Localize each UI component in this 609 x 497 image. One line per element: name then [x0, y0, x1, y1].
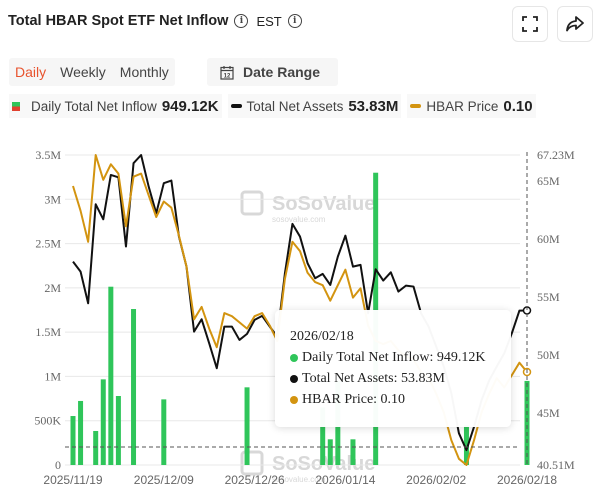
- right-tick-label: 67.23M: [537, 148, 575, 162]
- right-tick-label: 45M: [537, 406, 560, 420]
- inflow-bar[interactable]: [78, 400, 84, 465]
- chart-title: Total HBAR Spot ETF Net Inflow i EST i: [8, 13, 302, 29]
- left-tick-label: 2M: [44, 281, 61, 295]
- legend-inflow-label: Daily Total Net Inflow: [31, 98, 157, 114]
- right-tick-label: 50M: [537, 348, 560, 362]
- x-tick-label: 2026/01/14: [315, 473, 375, 487]
- inflow-bar[interactable]: [131, 309, 137, 465]
- inflow-bar[interactable]: [463, 425, 469, 465]
- inflow-bar[interactable]: [70, 416, 76, 465]
- legend-inflow[interactable]: Daily Total Net Inflow 949.12K: [9, 94, 222, 118]
- watermark-brand: SoSoValue: [272, 193, 375, 215]
- watermark: SoSoValue sosovalue.com SoSoValue sosova…: [240, 190, 375, 484]
- title-text: Total HBAR Spot ETF Net Inflow: [8, 13, 229, 29]
- inflow-bar[interactable]: [350, 439, 356, 465]
- legend-price[interactable]: HBAR Price 0.10: [407, 94, 536, 118]
- inflow-bar[interactable]: [108, 286, 114, 465]
- tooltip-row-price: HBAR Price: 0.10: [290, 389, 511, 410]
- watermark-url: sosovalue.com: [272, 215, 326, 224]
- inflow-swatch-icon: [12, 101, 20, 111]
- share-button[interactable]: [557, 6, 593, 42]
- legend: Daily Total Net Inflow 949.12K Total Net…: [9, 94, 536, 118]
- assets-dot-icon: [290, 374, 298, 383]
- right-tick-label: 65M: [537, 174, 560, 188]
- legend-assets[interactable]: Total Net Assets 53.83M: [227, 94, 402, 118]
- inflow-bar[interactable]: [100, 379, 106, 465]
- calendar-icon: 12: [220, 65, 234, 80]
- inflow-bar[interactable]: [524, 380, 530, 465]
- tooltip-price-text: HBAR Price: 0.10: [302, 391, 406, 407]
- right-tick-label: 60M: [537, 232, 560, 246]
- x-tick-label: 2026/02/02: [406, 473, 466, 487]
- inflow-dot-icon: [290, 353, 298, 362]
- svg-text:12: 12: [224, 73, 231, 79]
- timezone-label: EST: [256, 13, 282, 29]
- watermark-logo-icon-2: [240, 450, 264, 476]
- price-swatch-icon: [410, 104, 422, 108]
- x-tick-label: 2025/12/26: [225, 473, 285, 487]
- left-tick-label: 0: [55, 458, 61, 472]
- left-tick-label: 1.5M: [35, 325, 61, 339]
- legend-assets-value: 53.83M: [348, 97, 399, 115]
- tab-monthly[interactable]: Monthly: [119, 64, 169, 80]
- left-tick-label: 3M: [44, 192, 61, 206]
- fullscreen-button[interactable]: [512, 6, 548, 42]
- right-tick-label: 55M: [537, 290, 560, 304]
- tooltip-row-inflow: Daily Total Net Inflow: 949.12K: [290, 347, 511, 368]
- left-tick-label: 500K: [34, 414, 61, 428]
- tooltip: 2026/02/18 Daily Total Net Inflow: 949.1…: [275, 310, 511, 427]
- assets-swatch-icon: [230, 104, 242, 108]
- tooltip-row-assets: Total Net Assets: 53.83M: [290, 368, 511, 389]
- watermark-logo-icon: [240, 190, 264, 216]
- left-tick-label: 2.5M: [35, 237, 61, 251]
- tooltip-assets-text: Total Net Assets: 53.83M: [302, 370, 445, 386]
- tooltip-date: 2026/02/18: [290, 328, 354, 344]
- inflow-bar[interactable]: [244, 387, 250, 465]
- legend-price-value: 0.10: [503, 97, 533, 115]
- watermark-url-2: sosovalue.com: [272, 475, 326, 484]
- right-tick-label: 40.51M: [537, 458, 575, 472]
- fullscreen-icon: [522, 16, 538, 32]
- inflow-bar[interactable]: [93, 430, 99, 465]
- legend-inflow-value: 949.12K: [161, 97, 219, 115]
- date-range-label: Date Range: [243, 64, 321, 80]
- legend-assets-label: Total Net Assets: [246, 98, 344, 114]
- x-tick-label: 2025/12/09: [134, 473, 194, 487]
- share-icon: [566, 16, 584, 32]
- legend-price-label: HBAR Price: [426, 98, 499, 114]
- timezone-info-icon[interactable]: i: [287, 14, 302, 28]
- tab-weekly[interactable]: Weekly: [60, 64, 106, 80]
- tab-daily[interactable]: Daily: [15, 64, 47, 80]
- inflow-bar[interactable]: [115, 396, 121, 465]
- price-dot-icon: [290, 395, 298, 404]
- x-tick-label: 2026/02/18: [497, 473, 557, 487]
- left-tick-label: 1M: [44, 369, 61, 383]
- inflow-bar[interactable]: [320, 407, 326, 465]
- x-tick-label: 2025/11/19: [43, 473, 102, 487]
- inflow-bar[interactable]: [161, 399, 167, 465]
- info-icon[interactable]: i: [234, 14, 249, 28]
- price-line: [72, 154, 528, 466]
- date-range-button[interactable]: 12 Date Range: [207, 58, 338, 86]
- left-tick-label: 3.5M: [35, 148, 61, 162]
- inflow-bar[interactable]: [327, 439, 333, 465]
- tooltip-inflow-text: Daily Total Net Inflow: 949.12K: [302, 349, 486, 365]
- period-tabs: Daily Weekly Monthly: [9, 58, 175, 86]
